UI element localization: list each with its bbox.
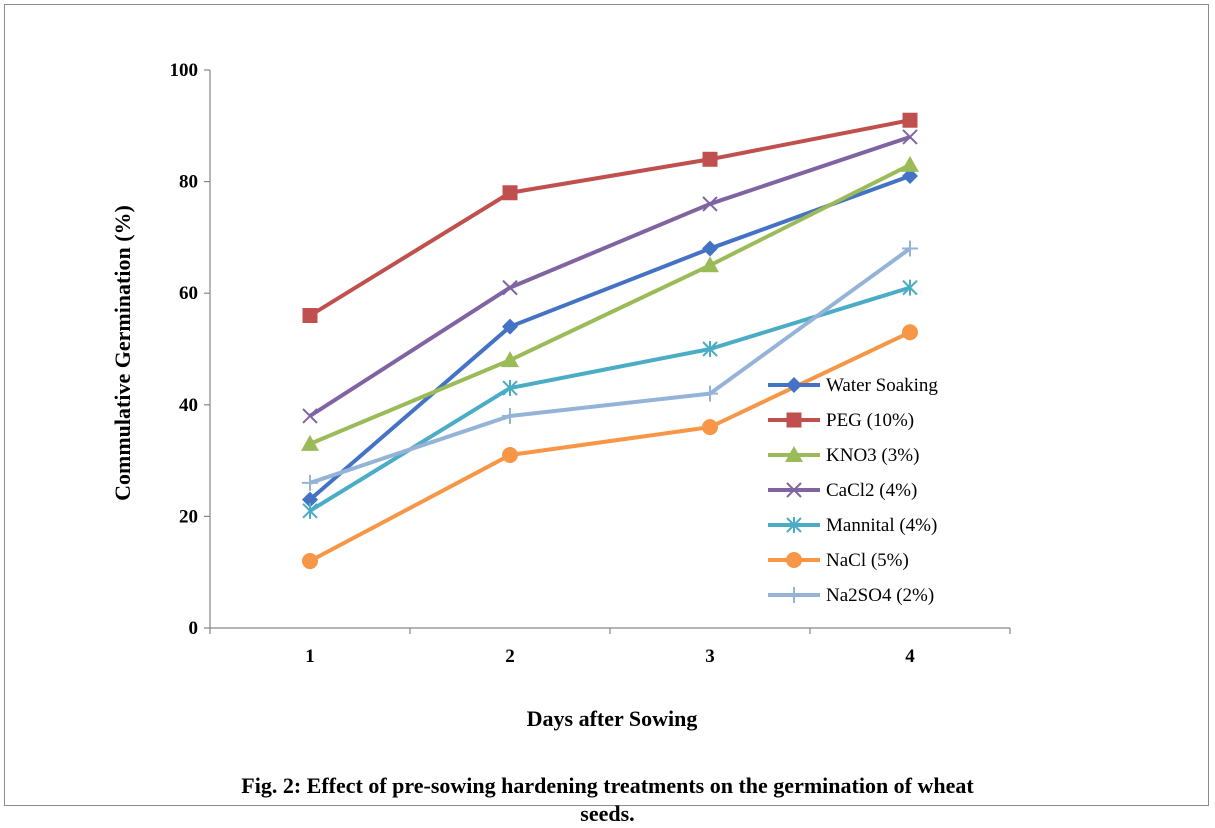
- data-point: [302, 308, 318, 324]
- y-tick-label: 100: [170, 60, 199, 81]
- data-point: [902, 168, 918, 185]
- x-ticks: 1 2 3 4: [209, 628, 1011, 667]
- legend-label: Mannital (4%): [826, 515, 937, 536]
- data-point: [902, 324, 918, 341]
- data-point: [902, 240, 918, 257]
- legend-marker: [786, 517, 802, 533]
- series-line: [309, 246, 912, 485]
- legend-item-4: CaCl2 (4%): [768, 480, 917, 501]
- legend-marker: [785, 446, 803, 462]
- y-tick-label: 0: [189, 618, 199, 639]
- data-point: [702, 240, 718, 257]
- legend-item-3: KNO3 (3%): [768, 445, 919, 466]
- series-line: [309, 163, 911, 446]
- data-point: [902, 129, 918, 145]
- data-point: [902, 279, 918, 296]
- x-tick-label: 3: [705, 646, 715, 667]
- legend-label: Na2SO4 (2%): [826, 585, 934, 606]
- series-2: [302, 112, 918, 324]
- data-point: [302, 408, 318, 424]
- series-6: [302, 324, 918, 570]
- data-point: [502, 407, 518, 424]
- legend-item-7: Na2SO4 (2%): [768, 585, 934, 606]
- series-line: [308, 118, 911, 318]
- data-point: [502, 185, 518, 201]
- series-line: [308, 174, 911, 502]
- series-line: [308, 285, 911, 513]
- data-point: [702, 341, 718, 357]
- data-point: [502, 380, 518, 397]
- legend-label: NaCl (5%): [826, 550, 909, 571]
- data-point: [302, 491, 318, 508]
- legend-item-6: NaCl (5%): [768, 550, 909, 571]
- data-point: [502, 279, 518, 296]
- axes: [209, 70, 1010, 629]
- legend-marker: [786, 377, 802, 393]
- series-line: [308, 135, 911, 418]
- y-tick-label: 60: [179, 283, 198, 304]
- figure-caption: Fig. 2: Effect of pre-sowing hardening t…: [0, 772, 1215, 828]
- caption-line-1: Fig. 2: Effect of pre-sowing hardening t…: [241, 773, 974, 798]
- data-point: [701, 256, 719, 273]
- legend: Water Soaking PEG (10%) KNO3 (3%) CaCl2 (4%…: [768, 375, 938, 606]
- data-point: [902, 112, 918, 128]
- legend-item-2: PEG (10%): [768, 410, 914, 431]
- data-point: [301, 434, 319, 451]
- series-1: [302, 168, 918, 508]
- x-tick-label: 1: [305, 646, 315, 667]
- line-chart: 0 20 40 60 80 100 1 2 3 4 Commulative Germinatio…: [110, 60, 1011, 731]
- x-tick-label: 4: [905, 646, 915, 667]
- legend-label: PEG (10%): [826, 410, 914, 431]
- legend-marker: [786, 552, 802, 568]
- data-point: [702, 385, 718, 402]
- data-point: [302, 553, 318, 570]
- data-point: [502, 447, 518, 464]
- data-point: [702, 419, 718, 436]
- legend-label: KNO3 (3%): [826, 445, 919, 466]
- series-5: [302, 279, 918, 519]
- y-axis-title: Commulative Germination (%): [110, 205, 135, 501]
- data-point: [501, 351, 519, 368]
- y-ticks: 0 20 40 60 80 100: [170, 60, 210, 639]
- series-4: [302, 129, 918, 424]
- legend-label: CaCl2 (4%): [826, 480, 917, 501]
- legend-marker: [786, 482, 802, 498]
- y-tick-label: 40: [179, 395, 198, 416]
- series-3: [301, 155, 919, 451]
- data-point: [702, 151, 718, 167]
- legend-item-1: Water Soaking: [768, 375, 938, 396]
- legend-marker: [786, 587, 802, 603]
- y-tick-label: 80: [179, 172, 198, 193]
- legend-marker: [786, 412, 802, 428]
- series-line: [309, 330, 911, 563]
- series-7: [302, 240, 918, 491]
- data-point: [702, 196, 718, 212]
- legend-label: Water Soaking: [826, 375, 938, 396]
- caption-line-2: seeds.: [580, 801, 635, 826]
- data-point: [502, 318, 518, 335]
- data-point: [901, 155, 919, 172]
- x-axis-title: Days after Sowing: [527, 706, 698, 731]
- series-group: [301, 112, 919, 570]
- data-point: [302, 474, 318, 491]
- x-tick-label: 2: [505, 646, 515, 667]
- data-point: [302, 502, 318, 519]
- chart-frame: [4, 4, 1209, 806]
- legend-item-5: Mannital (4%): [768, 515, 937, 536]
- y-tick-label: 20: [179, 506, 198, 527]
